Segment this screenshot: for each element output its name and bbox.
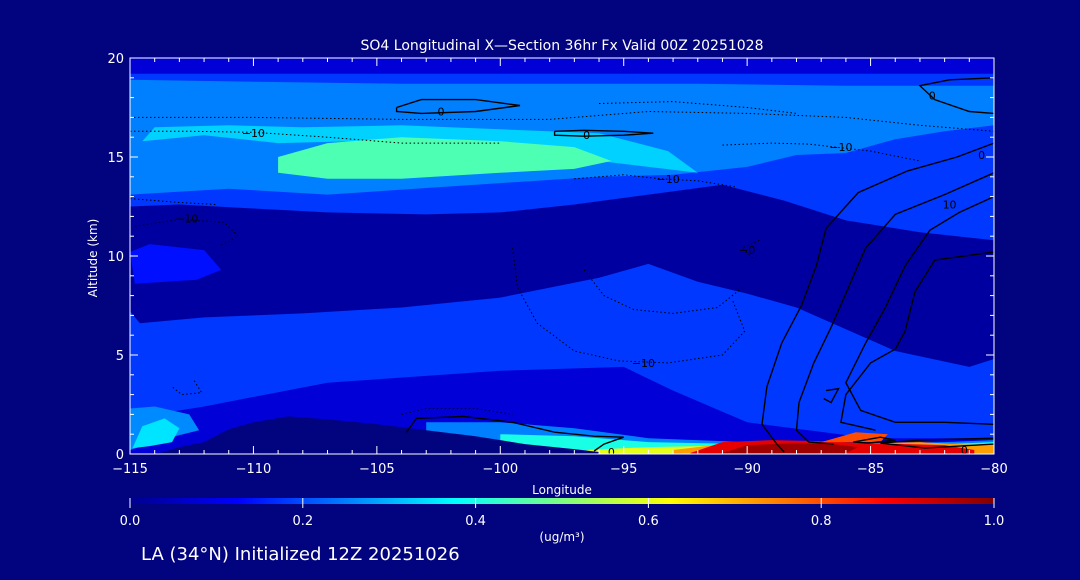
contour-label: 0 [583, 129, 590, 142]
y-tick-label: 20 [107, 52, 124, 67]
field-region [130, 184, 994, 367]
contour-line [795, 172, 994, 445]
contour-line [918, 77, 994, 115]
contour-line-dashed [130, 110, 994, 132]
y-tick-label: 10 [107, 250, 124, 265]
x-tick-label: −115 [112, 462, 148, 477]
colorbar-tick-label: 0.4 [465, 514, 486, 529]
contour-lines: 0 0 0 0 10 0 0 −10 −10 −10 −10 −10 −0 [130, 77, 994, 459]
terrain-profile [130, 416, 599, 454]
footer-label: LA (34°N) Initialized 12Z 20251026 [141, 544, 460, 565]
x-axis-label: Longitude [532, 483, 592, 497]
x-tick-label: −100 [482, 462, 518, 477]
y-tick-label: 5 [116, 349, 124, 364]
contour-line-dashed [171, 380, 203, 396]
plot-area: 0 0 0 0 10 0 0 −10 −10 −10 −10 −10 −0 [130, 58, 994, 459]
contour-label: 0 [961, 444, 968, 457]
y-tick-label: 15 [107, 151, 124, 166]
colorbar-ticks: 0.0 0.2 0.4 0.6 0.8 1.0 [120, 498, 1005, 529]
contour-line-dashed [134, 218, 240, 247]
contour-line [761, 142, 994, 453]
colorbar-gradient [130, 498, 994, 504]
y-axis: 0 5 10 15 20 [107, 52, 994, 463]
colorbar-tick-label: 1.0 [984, 514, 1005, 529]
contour-line-dashed [130, 198, 217, 205]
contour-line-dashed [598, 101, 797, 114]
colorbar-units: (ug/m³) [539, 530, 584, 544]
contour-label: −0 [739, 244, 755, 257]
colorbar-tick-label: 0.8 [811, 514, 832, 529]
colorbar: 0.0 0.2 0.4 0.6 0.8 1.0 (ug/m³) [120, 498, 1005, 544]
contour-label: −10 [657, 173, 680, 186]
field-region [722, 443, 859, 453]
contour-line-dashed [512, 248, 746, 364]
contour-line [395, 98, 521, 115]
colorbar-tick-label: 0.2 [292, 514, 313, 529]
contour-label: 10 [943, 199, 957, 212]
colorbar-tick-label: 0.0 [120, 514, 141, 529]
contour-line [845, 195, 994, 425]
x-tick-label: −105 [359, 462, 395, 477]
contour-line [840, 251, 994, 431]
field-region [130, 244, 222, 284]
field-region [278, 137, 612, 179]
contour-label: −10 [175, 212, 198, 225]
x-tick-label: −85 [857, 462, 884, 477]
contour-line [553, 129, 654, 137]
contour-line [853, 436, 896, 444]
concentration-field [130, 58, 994, 454]
contour-line [880, 437, 994, 449]
contour-label: −10 [829, 141, 852, 154]
x-axis: −115 −110 −105 −100 −95 −90 −85 −80 [112, 58, 1008, 477]
contour-label: 0 [608, 446, 615, 459]
x-tick-label: −95 [610, 462, 637, 477]
y-tick-label: 0 [116, 448, 124, 463]
field-region [821, 432, 888, 443]
field-region [142, 125, 698, 173]
field-region [132, 418, 180, 449]
contour-line-dashed [583, 269, 743, 314]
contour-line-dashed [130, 130, 501, 144]
contour-line [405, 415, 624, 452]
contour-label: −10 [242, 127, 265, 140]
contour-line-dashed [574, 174, 735, 188]
contour-label: 0 [978, 149, 985, 162]
terrain [130, 416, 599, 454]
colorbar-tick-label: 0.6 [638, 514, 659, 529]
contour-line [823, 387, 840, 404]
x-tick-label: −90 [733, 462, 760, 477]
contour-label: 0 [929, 90, 936, 103]
contour-label: 0 [438, 105, 445, 118]
contour-line-dashed [401, 408, 513, 415]
contour-line-dashed [722, 142, 920, 162]
y-axis-label: Altitude (km) [86, 219, 100, 298]
chart-title: SO4 Longitudinal X—Section 36hr Fx Valid… [361, 38, 764, 54]
x-tick-label: −110 [236, 462, 272, 477]
contour-label: −10 [632, 357, 655, 370]
x-tick-label: −80 [980, 462, 1007, 477]
